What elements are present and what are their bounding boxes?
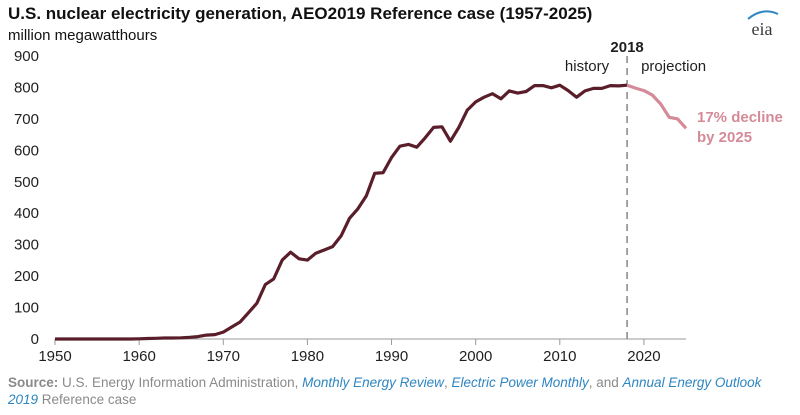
decline-annotation-line2: by 2025: [697, 129, 752, 146]
y-tick-label: 200: [14, 268, 39, 285]
source-link-epm[interactable]: Electric Power Monthly: [451, 375, 589, 390]
x-tick-label: 2020: [627, 348, 660, 365]
y-tick-label: 800: [14, 79, 39, 96]
x-tick-label: 1950: [38, 348, 71, 365]
y-tick-label: 300: [14, 237, 39, 254]
projection-label: projection: [641, 58, 706, 75]
source-link-aeo[interactable]: Annual Energy Outlook 2019: [8, 375, 762, 407]
y-tick-label: 500: [14, 174, 39, 191]
y-tick-label: 900: [14, 48, 39, 65]
y-tick-label: 0: [31, 331, 39, 348]
eia-logo: eia: [747, 10, 779, 39]
source-link-mer[interactable]: Monthly Energy Review: [302, 375, 444, 390]
decline-annotation-line1: 17% decline: [697, 109, 783, 126]
source-sep-1: ,: [443, 375, 452, 390]
y-axis-unit-label: million megawatthours: [8, 27, 158, 44]
y-tick-label: 700: [14, 111, 39, 128]
x-tick-label: 2000: [459, 348, 492, 365]
y-tick-label: 100: [14, 300, 39, 317]
logo-arc-icon: [747, 10, 779, 20]
projection-series-line: [626, 83, 688, 130]
y-tick-label: 600: [14, 142, 39, 159]
x-tick-label: 2010: [543, 348, 576, 365]
source-note: Source: U.S. Energy Information Administ…: [8, 374, 788, 408]
x-tick-label: 1990: [375, 348, 408, 365]
divider-year-label: 2018: [610, 39, 643, 56]
logo-text: eia: [752, 19, 773, 39]
source-label: Source:: [8, 375, 59, 390]
y-axis-ticks: 0 100 200 300 400 500 600 700 800 900: [14, 48, 39, 348]
source-text-2: Reference case: [38, 392, 137, 407]
chart-title: U.S. nuclear electricity generation, AEO…: [8, 4, 593, 23]
source-sep-2: , and: [588, 375, 623, 390]
source-text-1: U.S. Energy Information Administration,: [58, 375, 303, 390]
x-tick-label: 1960: [122, 348, 155, 365]
x-axis-ticks: 1950 1960 1970 1980 1990 2000 2010 2020: [38, 339, 661, 365]
history-series-line: [55, 83, 628, 341]
history-label: history: [565, 58, 610, 75]
x-tick-label: 1980: [291, 348, 324, 365]
x-tick-label: 1970: [207, 348, 240, 365]
y-tick-label: 400: [14, 205, 39, 222]
